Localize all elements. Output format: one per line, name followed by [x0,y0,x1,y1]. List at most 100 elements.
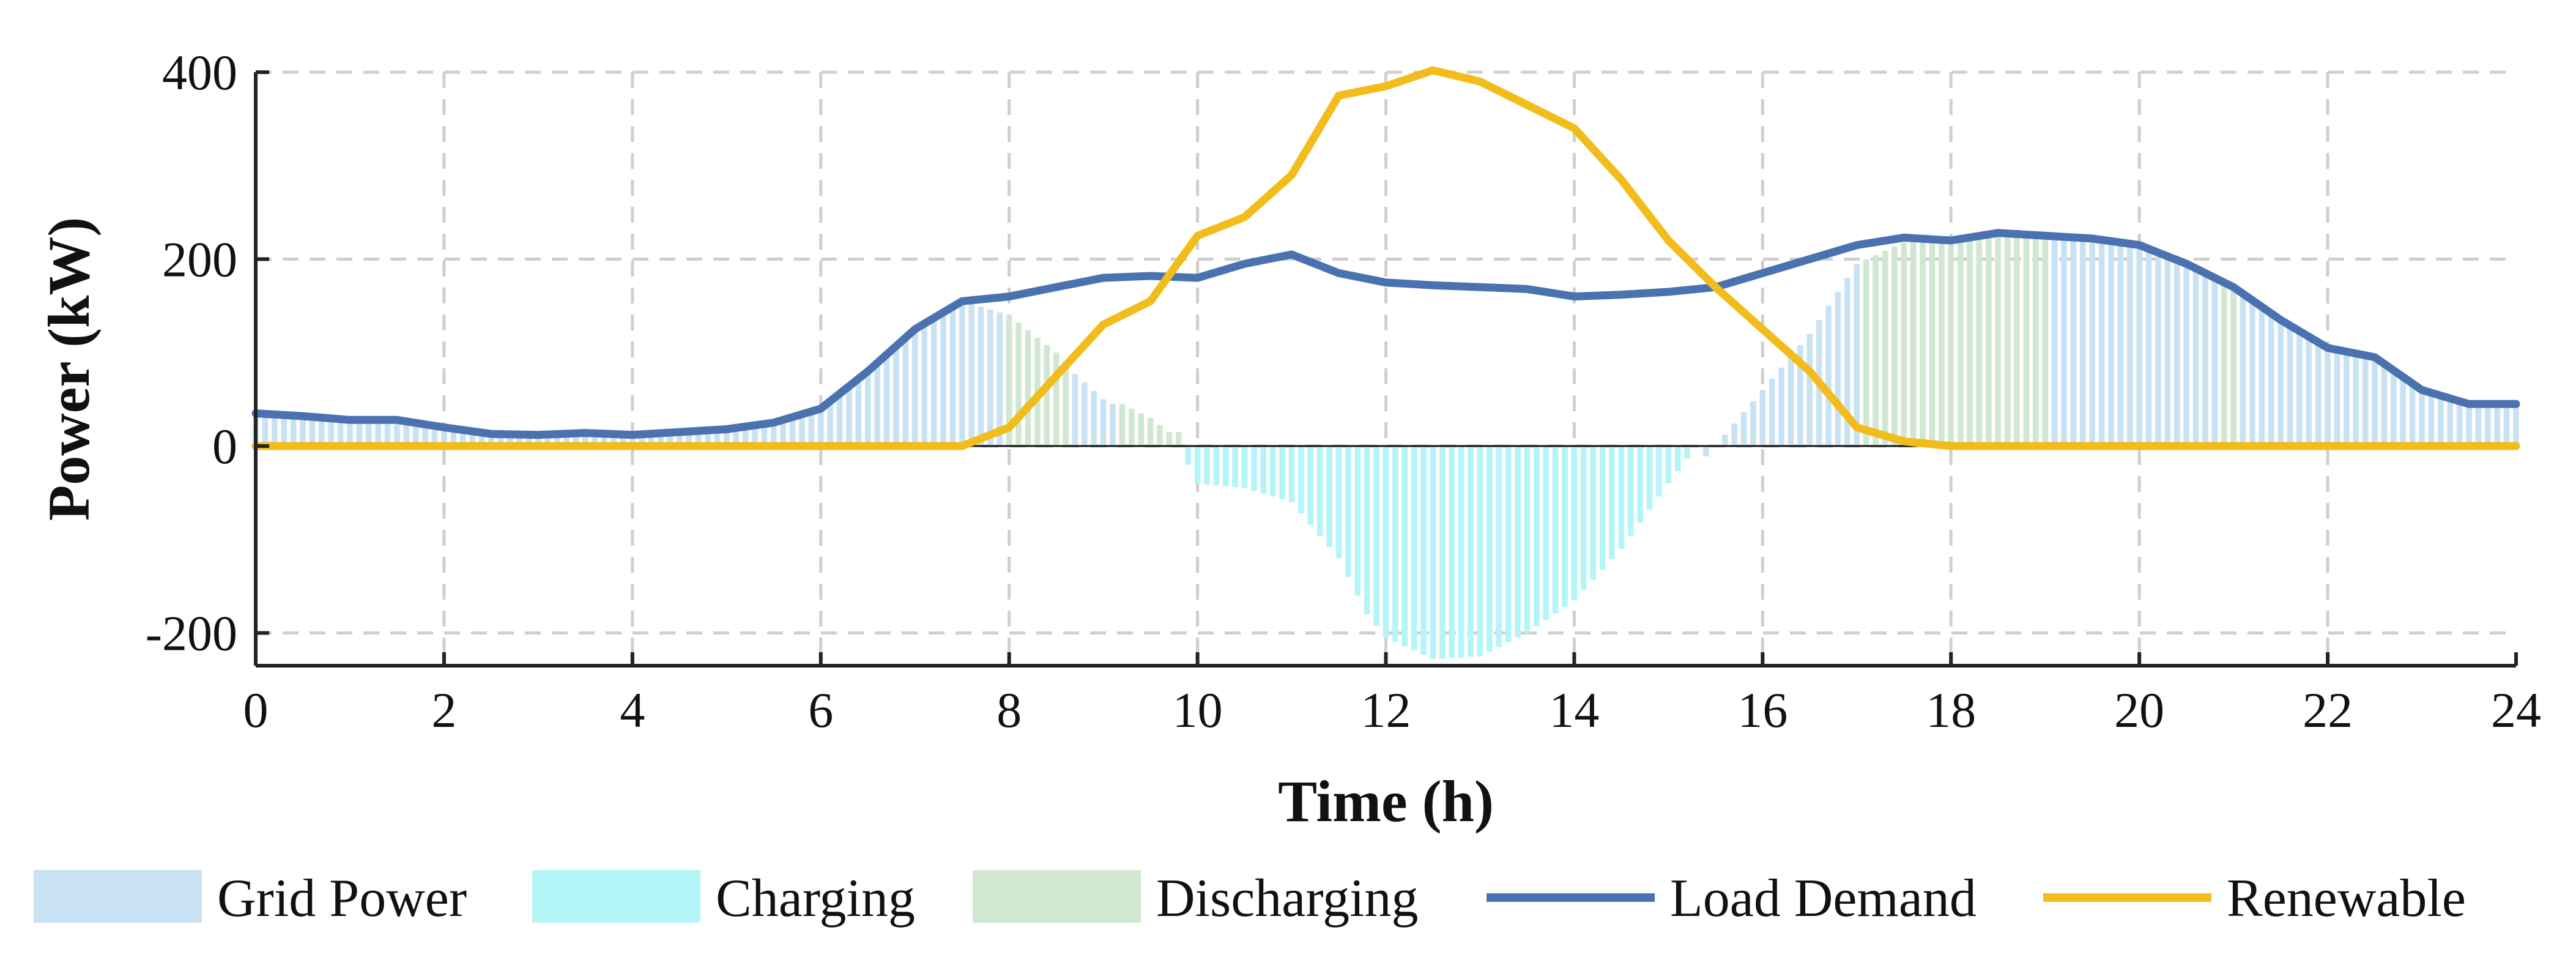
grid-power-bar [478,433,485,447]
charging-bar [1477,446,1483,657]
x-tick-label: 0 [243,682,269,738]
grid-power-bar [827,401,833,447]
legend-swatch-discharging [973,870,1141,923]
grid-power-bar [525,434,532,447]
grid-power-bar [2513,404,2519,447]
bars [253,233,2519,660]
discharging-bar [2033,235,2039,447]
charging-bar [1618,446,1625,549]
grid-power-bar [375,420,381,447]
grid-power-bar [459,430,466,447]
charging-bar [1543,446,1550,620]
charging-bar [1269,446,1276,497]
charging-bar [1496,446,1502,647]
discharging-bar [2014,234,2020,447]
grid-power-bar [695,431,702,447]
charging-bar [1684,446,1690,459]
grid-power-bar [629,434,636,447]
grid-power-bar [667,433,674,447]
grid-power-bar [2155,252,2161,447]
grid-power-bar [789,417,796,447]
discharging-bar [1138,413,1144,447]
charging-bar [1251,446,1257,491]
x-tick-label: 12 [1361,682,1411,738]
grid-power-bar [2202,273,2208,447]
charging-bar [1222,446,1229,486]
grid-power-bar [2419,390,2425,447]
grid-power-bar [2315,342,2322,447]
grid-power-bar [309,417,316,447]
grid-power-bar [2466,404,2472,447]
grid-power-bar [978,307,984,447]
grid-power-bar [337,419,344,447]
grid-power-bar [2145,248,2152,447]
charging-bar [1354,446,1361,596]
grid-power-bar [573,433,579,447]
discharging-bar [1015,322,1022,447]
grid-power-bar [761,423,768,447]
grid-power-bar [290,415,297,447]
charging-bar [1599,446,1606,570]
grid-power-bar [2325,348,2331,447]
charging-bar [1232,446,1238,488]
charging-bar [1185,446,1191,465]
x-tick-label: 10 [1173,682,1223,738]
charging-bar [1316,446,1323,536]
grid-power-bar [940,312,946,447]
grid-power-bar [2277,319,2284,447]
x-tick-label: 14 [1549,682,1599,738]
grid-power-bar [2211,278,2218,447]
y-tick-label: 400 [162,45,237,100]
charging-bar [1392,446,1398,642]
charging-bar [1298,446,1304,514]
grid-power-bar [874,363,880,447]
grid-power-bar [2362,355,2369,447]
grid-power-bar [1797,345,1803,447]
charging-bar [1552,446,1559,614]
grid-power-bar [1854,264,1860,447]
discharging-bar [1967,237,1973,447]
discharging-bar [2004,233,2011,447]
grid-power-bar [2192,268,2199,447]
charging-bar [1383,446,1389,638]
grid-power-bar [2353,353,2359,447]
discharging-bar [2023,234,2030,447]
grid-power-bar [714,430,721,447]
discharging-bar [1976,236,1983,447]
grid-power-bar [2447,398,2454,447]
discharging-bar [1920,241,1926,447]
grid-power-bar [262,414,269,447]
grid-power-bar [272,414,278,447]
legend-label-charging: Charging [716,869,915,928]
charging-bar [1420,446,1427,655]
grid-power-bar [2428,392,2435,447]
grid-power-bar [1835,291,1841,447]
grid-power-bar [2334,349,2340,447]
grid-power-bar [2485,404,2491,447]
grid-power-bar [2456,401,2463,447]
grid-power-bar [1703,446,1709,456]
x-tick-label: 18 [1926,682,1976,738]
x-tick-label: 22 [2303,682,2353,738]
grid-power-bar [864,371,871,447]
grid-power-bar [1100,399,1107,447]
discharging-bar [1891,247,1898,447]
grid-power-bar [2089,238,2095,447]
charging-bar [1458,446,1464,658]
discharging-bar [2221,282,2227,447]
grid-power-bar [412,423,419,447]
discharging-bar [2230,287,2236,447]
grid-power-bar [921,323,927,447]
grid-power-bar [2409,383,2416,447]
grid-power-bar [770,422,777,447]
y-tick-label: 0 [212,419,237,474]
grid-power-bar [394,420,400,447]
grid-power-bar [808,411,815,447]
legend-label-renewable: Renewable [2227,869,2466,928]
x-tick-label: 8 [997,682,1022,738]
discharging-bar [1157,425,1163,447]
x-tick-label: 24 [2491,682,2541,738]
grid-power-bar [507,434,513,447]
